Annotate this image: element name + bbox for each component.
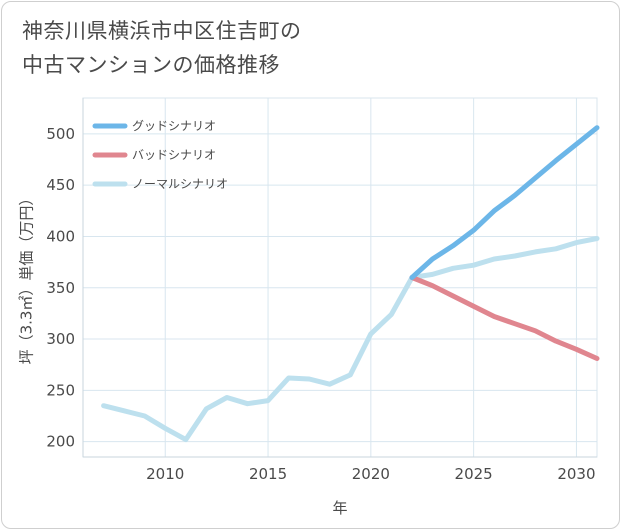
y-tick-label: 250 xyxy=(46,381,75,399)
x-tick-label: 2010 xyxy=(146,465,184,483)
y-tick-label: 200 xyxy=(46,433,75,451)
x-tick-label: 2025 xyxy=(455,465,493,483)
x-axis-label: 年 xyxy=(332,499,347,517)
x-tick-label: 2020 xyxy=(352,465,390,483)
series-line-1 xyxy=(409,275,600,361)
y-tick-label: 450 xyxy=(46,176,75,194)
series-layer xyxy=(101,125,600,443)
y-tick-label: 300 xyxy=(46,330,75,348)
series-line-2 xyxy=(101,236,600,443)
grid-lines xyxy=(82,97,598,458)
chart-title: 神奈川県横浜市中区住吉町の 中古マンションの価格推移 xyxy=(22,14,582,82)
y-tick-label: 500 xyxy=(46,125,75,143)
x-tick-label: 2030 xyxy=(557,465,595,483)
y-axis-label: 坪（3.3㎡）単価（万円） xyxy=(18,191,36,365)
series-line-0 xyxy=(409,125,600,280)
legend-label-0: グッドシナリオ xyxy=(132,119,216,133)
y-tick-label: 400 xyxy=(46,227,75,245)
legend-label-1: バッドシナリオ xyxy=(132,148,216,162)
y-tick-label: 350 xyxy=(46,279,75,297)
legend-label-2: ノーマルシナリオ xyxy=(132,177,228,191)
chart-title-line1: 神奈川県横浜市中区住吉町の xyxy=(22,19,302,43)
chart-title-line2: 中古マンションの価格推移 xyxy=(22,53,280,77)
x-tick-label: 2015 xyxy=(249,465,287,483)
axes: 200 250 300 350 400 450 500 2010 2015 2020 2025 203… xyxy=(46,98,597,483)
